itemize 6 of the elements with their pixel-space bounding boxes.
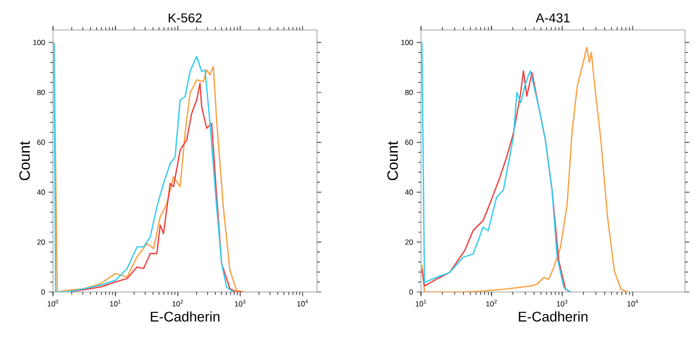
- x-axis-title: E-Cadherin: [518, 311, 588, 322]
- chart-title: K-562: [168, 13, 202, 22]
- y-axis-title: Count: [19, 141, 30, 180]
- y-axis-title: Count: [387, 141, 398, 180]
- x-axis-title: E-Cadherin: [150, 311, 220, 322]
- chart-title: A-431: [536, 13, 570, 22]
